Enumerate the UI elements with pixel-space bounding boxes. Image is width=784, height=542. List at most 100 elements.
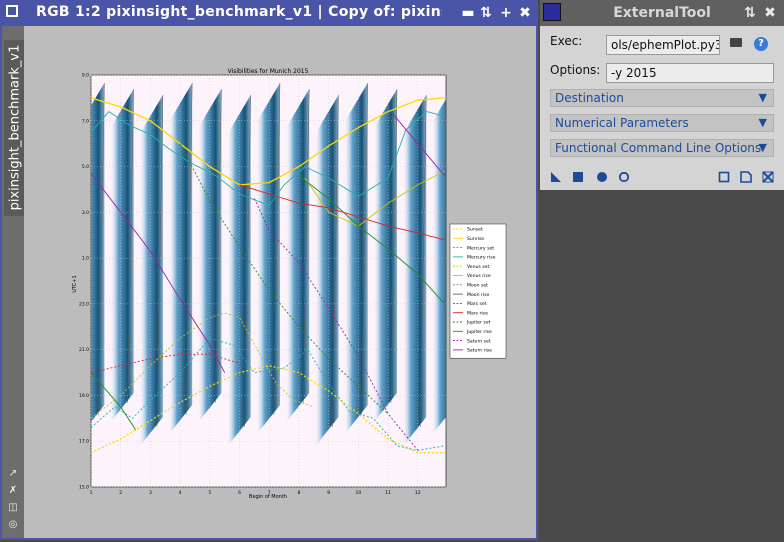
moon-rise-line [390,88,398,404]
y-tick-label: 7.0 [82,118,89,124]
legend-label: Jupiter rise [466,329,492,335]
visibility-chart: 1 2 3 4 5 6 7 8 9 10 11 1215.017.019.021.023.01.03.… [72,68,507,500]
reset-icon[interactable] [762,171,774,183]
folder-icon[interactable] [730,38,742,47]
close-icon[interactable]: ✖ [764,5,776,21]
series-venus-rise [304,170,445,227]
y-tick-label: 5.0 [82,164,89,170]
view-tab[interactable]: pixinsight_benchmark_v1 [4,40,24,216]
view-tab-label: pixinsight_benchmark_v1 [7,44,23,211]
legend-label: Saturn set [467,338,491,344]
exec-field[interactable]: ols/ephemPlot.py3 [606,35,720,55]
series-saturn-rise [390,111,445,176]
legend-label: Mars set [467,301,487,307]
section-destination[interactable]: Destination ▼ [550,89,774,107]
browse-docs-icon[interactable] [718,171,730,183]
y-tick-label: 1.0 [82,256,89,262]
x-tick-label: 10 [355,490,361,496]
help-icon[interactable]: ? [754,37,768,51]
series-saturn-set [253,198,419,451]
moon-rise-line [419,94,427,428]
x-tick-label: 2 [119,490,122,496]
series-mars-set [91,353,240,374]
y-tick-label: 21.0 [79,347,89,353]
apply-global-icon[interactable] [572,171,584,183]
moon-rise-line [127,88,134,404]
x-tick-label: 5 [208,490,211,496]
options-field[interactable]: -y 2015 [606,63,774,83]
moon-rise-line [302,88,310,404]
y-tick-label: 15.0 [79,485,89,491]
plot-area: 1 2 3 4 5 6 7 8 9 10 11 12 15.0 17.0 19.0 21.0 23.0 1.0 3.… [24,26,536,538]
legend-label: Saturn rise [467,348,492,354]
external-tool-window[interactable]: ExternalTool ⇅ ✖ Exec: ols/ephemPlot.py3… [540,0,784,190]
process-icon[interactable] [543,3,561,21]
chevron-down-icon[interactable]: ▼ [758,141,767,154]
chart-title: Visibilities for Munich 2015 [228,68,309,75]
external-tool-titlebar[interactable]: ExternalTool ⇅ ✖ [540,0,784,26]
options-label: Options: [550,63,601,77]
shade-icon[interactable]: ▬ [461,5,475,21]
moon-band [197,89,222,423]
section-functional-options-label: Functional Command Line Options [555,141,762,155]
collapse-icon[interactable]: ⇅ [480,5,492,21]
legend-label: Venus set [467,264,490,270]
legend-label: Mercury rise [467,255,496,261]
moon-band [285,89,310,423]
moon-band [431,99,446,435]
series-mercury-rise [91,111,445,207]
y-tick-label: 17.0 [79,439,89,445]
legend-label: Moon rise [467,292,490,298]
process-toolbar [540,166,784,190]
x-tick-label: 12 [415,490,421,496]
section-destination-label: Destination [555,91,624,105]
moon-band [91,83,105,422]
legend-label: Moon set [467,283,488,289]
section-numerical-parameters[interactable]: Numerical Parameters ▼ [550,114,774,132]
apply-icon[interactable] [596,171,608,183]
y-tick-label: 19.0 [79,393,89,399]
image-window-titlebar[interactable]: RGB 1:2 pixinsight_benchmark_v1 | Copy o… [0,0,538,26]
moon-band [314,95,339,447]
image-window[interactable]: RGB 1:2 pixinsight_benchmark_v1 | Copy o… [0,0,538,540]
x-tick-label: 6 [238,490,241,496]
series-mercury-set [91,337,445,451]
apply-global-outline-icon[interactable] [618,171,630,183]
zoom-center-icon[interactable]: ✗ [8,485,18,496]
series-jupiter-rise [91,372,136,431]
series-venus-set [91,312,314,419]
series-jupiter-rise [298,175,445,305]
legend-box [449,223,507,359]
new-instance-icon[interactable] [550,171,562,183]
section-functional-options[interactable]: Functional Command Line Options ▼ [550,139,774,157]
x-tick-label: 11 [385,490,391,496]
legend-label: Venus rise [467,273,491,279]
y-axis-label: UTC+1 [72,275,78,292]
moon-band [373,89,397,423]
moon-rise-line [215,88,222,404]
preview-icon[interactable]: ◎ [8,519,18,530]
moon-rise-line [332,94,339,428]
moon-rise-line [273,82,281,416]
workspace-background [540,190,784,540]
legend-label: Sunset [467,227,483,233]
chevron-down-icon[interactable]: ▼ [758,116,767,129]
edit-instance-icon[interactable] [740,171,752,183]
series-sunset [91,365,445,454]
close-icon[interactable]: ✖ [519,5,531,21]
window-icon[interactable] [6,5,18,17]
maximize-icon[interactable]: + [500,5,512,21]
legend-label: Mercury set [467,245,494,251]
x-tick-label: 9 [327,490,330,496]
series-saturn-rise [91,173,226,373]
x-axis-label: Begin of Month [249,494,287,500]
clone-view-icon[interactable]: ◫ [8,502,18,513]
y-tick-label: 23.0 [79,301,89,307]
image-view[interactable]: pixinsight_benchmark_v1 ↗ ✗ ◫ ◎ [2,26,536,538]
series-jupiter-set [179,143,389,415]
zoom-fit-icon[interactable]: ↗ [8,468,18,479]
chevron-down-icon[interactable]: ▼ [758,91,767,104]
collapse-icon[interactable]: ⇅ [744,5,756,21]
view-side-bar: pixinsight_benchmark_v1 ↗ ✗ ◫ ◎ [2,26,24,538]
moon-rise-line [361,82,368,416]
